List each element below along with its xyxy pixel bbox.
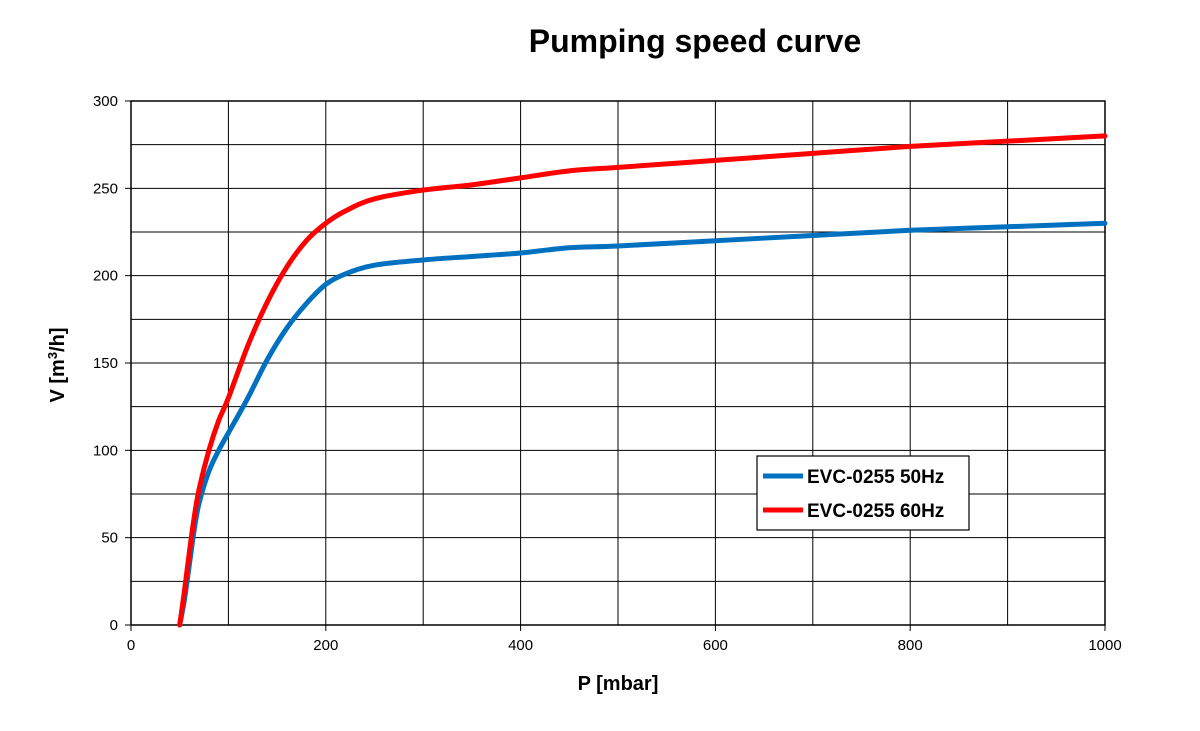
y-tick-label: 250 (93, 180, 118, 197)
legend-label-60hz: EVC-0255 60Hz (807, 501, 944, 522)
y-axis-ticks: 0 50 100 150 200 250 300 (93, 93, 131, 634)
series-group (177, 133, 1108, 628)
y-tick-label: 50 (101, 530, 118, 547)
x-axis-ticks: 0 200 400 600 800 1000 (127, 625, 1122, 654)
x-tick-label: 400 (508, 637, 533, 654)
x-tick-label: 200 (313, 637, 338, 654)
y-tick-label: 0 (110, 617, 118, 634)
x-tick-label: 0 (127, 637, 135, 654)
y-axis-title-sup: 3 (45, 352, 60, 359)
series-line-50hz (177, 220, 1108, 628)
legend-label-50hz: EVC-0255 50Hz (807, 467, 944, 488)
legend-box (756, 455, 970, 531)
chart-title: Pumping speed curve (529, 23, 862, 59)
y-tick-label: 200 (93, 268, 118, 285)
legend: EVC-0255 50Hz EVC-0255 60Hz (756, 455, 970, 531)
y-axis-title: V [m3/h] (45, 327, 69, 402)
y-tick-label: 100 (93, 442, 118, 459)
y-axis-title-end: /h] (47, 327, 69, 351)
x-tick-label: 800 (898, 637, 923, 654)
y-axis-title-main: V [m (47, 359, 69, 402)
series-line-60hz (177, 133, 1108, 628)
x-axis-title: P [mbar] (578, 673, 659, 695)
x-tick-label: 600 (703, 637, 728, 654)
grid (131, 101, 1105, 625)
x-tick-label: 1000 (1088, 637, 1121, 654)
y-tick-label: 150 (93, 355, 118, 372)
y-tick-label: 300 (93, 93, 118, 110)
